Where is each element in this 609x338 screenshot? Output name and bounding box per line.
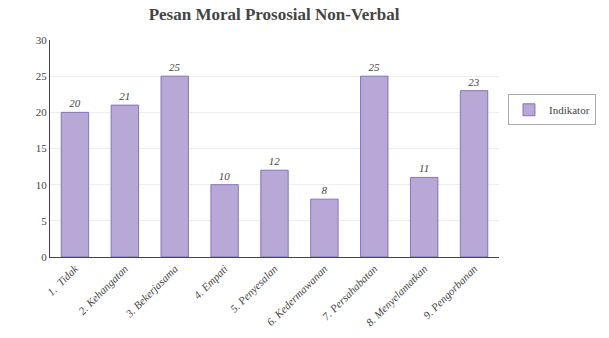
svg-text:4. Empati: 4. Empati (191, 263, 230, 302)
svg-text:11: 11 (419, 162, 429, 174)
svg-text:5: 5 (41, 215, 47, 227)
svg-text:6. Kedermawanan: 6. Kedermawanan (264, 262, 330, 328)
svg-text:10: 10 (36, 179, 48, 191)
svg-text:25: 25 (169, 61, 181, 73)
svg-text:12: 12 (269, 155, 281, 167)
svg-text:0: 0 (41, 251, 47, 263)
svg-text:10: 10 (219, 170, 231, 182)
svg-text:15: 15 (36, 142, 48, 154)
svg-text:20: 20 (36, 106, 48, 118)
svg-text:25: 25 (369, 61, 381, 73)
svg-text:8: 8 (321, 184, 327, 196)
svg-text:7. Persahabatan: 7. Persahabatan (320, 262, 380, 322)
svg-text:25: 25 (36, 70, 48, 82)
svg-text:21: 21 (119, 90, 130, 102)
svg-text:8. Menyelamatkan: 8. Menyelamatkan (364, 262, 430, 328)
svg-text:Pesan Moral Prososial Non-Verb: Pesan Moral Prososial Non-Verbal (149, 5, 400, 24)
svg-text:20: 20 (69, 97, 81, 109)
svg-text:2. Kehangatan: 2. Kehangatan (76, 262, 131, 317)
svg-text:5. Penyesalan: 5. Penyesalan (228, 262, 280, 314)
svg-text:23: 23 (468, 76, 480, 88)
svg-text:Indikator: Indikator (549, 104, 590, 116)
svg-text:1. Tidak: 1. Tidak (45, 262, 81, 298)
svg-text:3. Bekerjasama: 3. Bekerjasama (122, 262, 180, 320)
svg-text:30: 30 (36, 34, 48, 46)
svg-text:9. Pengorbanan: 9. Pengorbanan (421, 262, 480, 321)
